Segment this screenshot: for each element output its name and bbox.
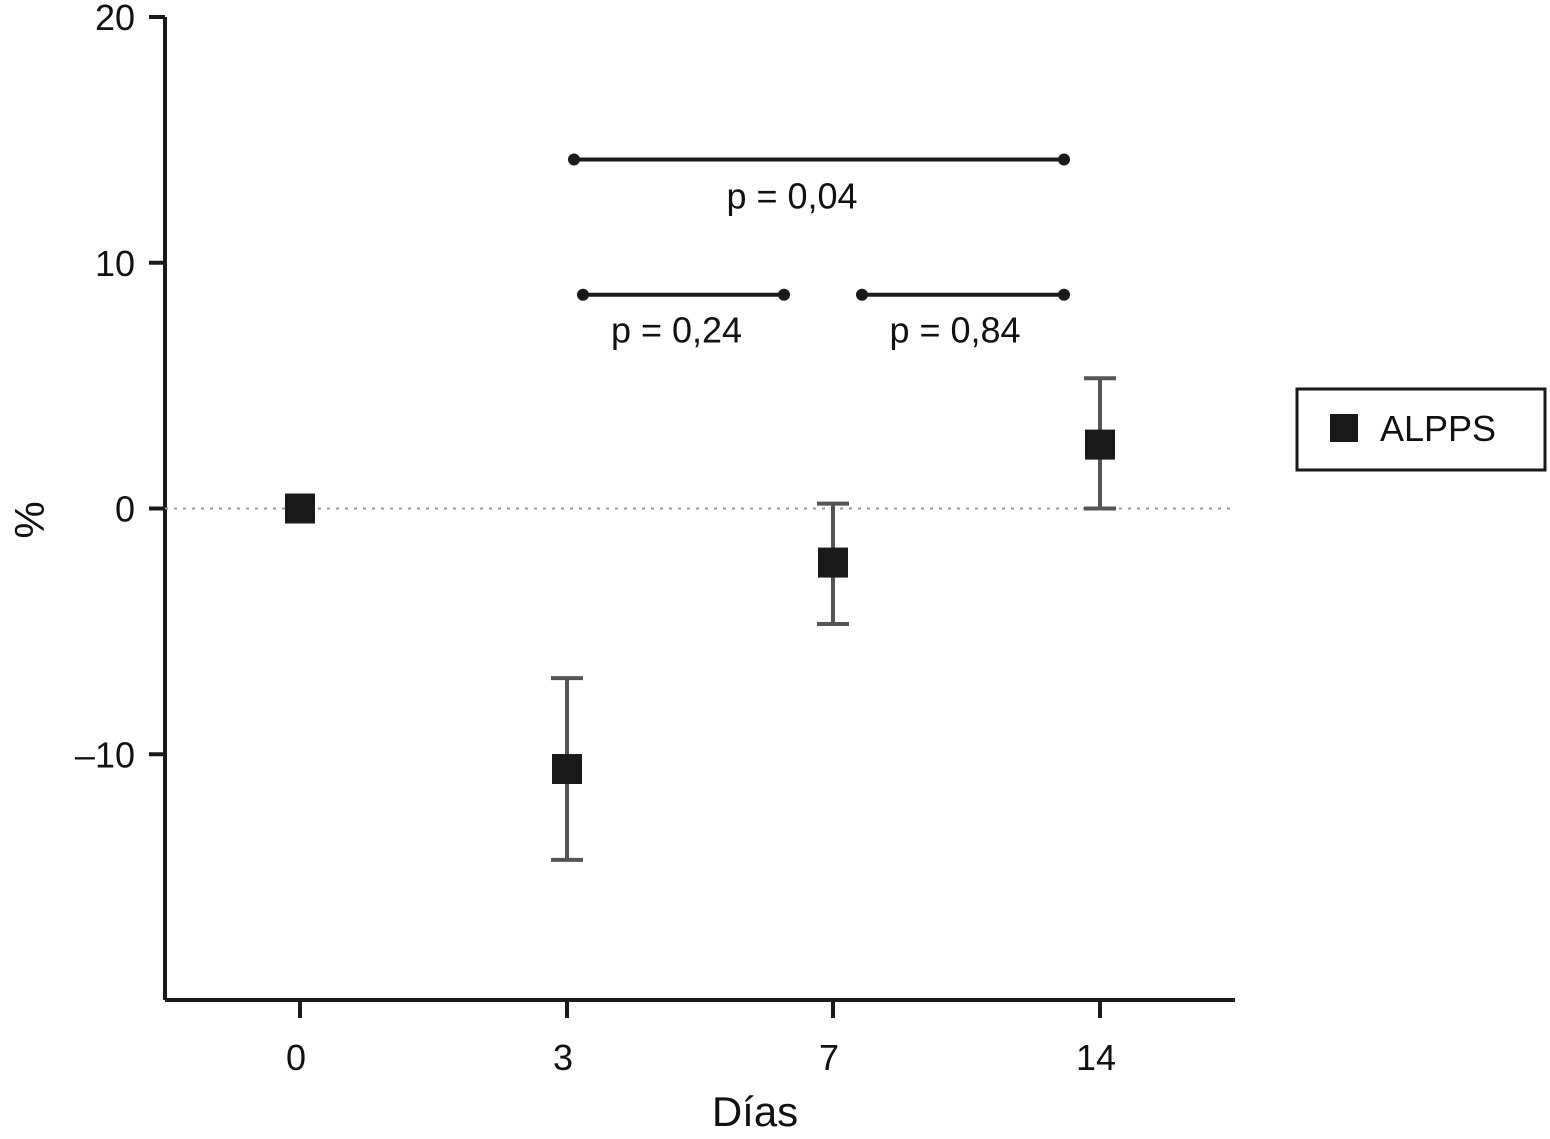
data-point bbox=[552, 753, 582, 784]
legend-marker bbox=[1330, 414, 1358, 442]
p-value-label: p = 0,24 bbox=[611, 310, 742, 351]
y-tick-label: 20 bbox=[95, 0, 135, 38]
p-value-label: p = 0,84 bbox=[889, 310, 1020, 351]
bracket-end bbox=[568, 153, 580, 166]
series-ALPPS bbox=[285, 376, 1116, 862]
bracket-end bbox=[577, 288, 589, 301]
y-axis-title: % bbox=[6, 501, 53, 538]
x-axis-title: Días bbox=[712, 1088, 798, 1135]
legend: ALPPS bbox=[1295, 387, 1547, 472]
x-tick-label: 14 bbox=[1076, 1037, 1116, 1078]
data-point bbox=[1085, 429, 1115, 460]
y-tick-label: –10 bbox=[75, 734, 135, 775]
x-tick-label: 3 bbox=[553, 1037, 573, 1078]
data-point bbox=[818, 547, 848, 578]
bracket-end bbox=[778, 288, 790, 301]
axes: –10 0 10 20 0 3 7 14 Días% bbox=[6, 0, 1235, 1135]
bracket-end bbox=[856, 288, 868, 301]
y-tick-label: 0 bbox=[115, 489, 135, 530]
x-tick-label: 0 bbox=[286, 1037, 306, 1078]
comparison-brackets: p = 0,04 p = 0,24 p = 0,84 bbox=[568, 153, 1070, 351]
bracket-end bbox=[1058, 153, 1070, 166]
y-tick-label: 10 bbox=[95, 243, 135, 284]
legend-label: ALPPS bbox=[1380, 408, 1496, 449]
p-value-label: p = 0,04 bbox=[726, 176, 857, 217]
bracket-end bbox=[1058, 288, 1070, 301]
x-tick-label: 7 bbox=[819, 1037, 839, 1078]
data-point bbox=[285, 493, 315, 524]
